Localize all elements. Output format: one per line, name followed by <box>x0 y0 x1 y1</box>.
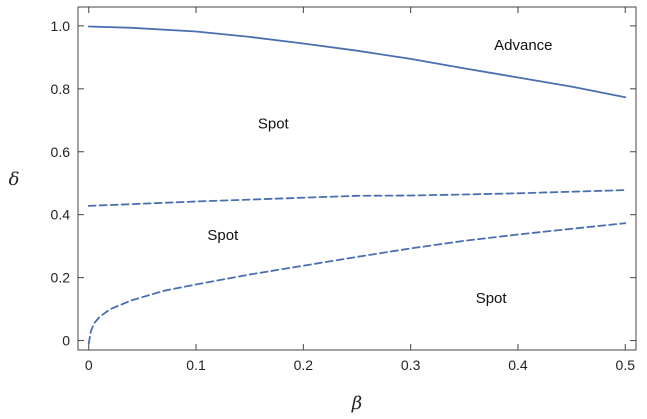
y-tick-label: 0.6 <box>51 144 71 160</box>
region-label-spot: Spot <box>258 115 290 132</box>
x-tick-label: 0.3 <box>401 357 421 373</box>
y-tick-label: 0.2 <box>51 270 71 286</box>
region-label-advance: Advance <box>494 37 552 54</box>
y-axis-ticks: 0 0.2 0.4 0.6 0.8 1.0 <box>51 18 636 349</box>
dashed-curve-1 <box>87 189 627 207</box>
x-tick-label: 0.1 <box>186 357 206 373</box>
x-axis-title: β <box>351 393 362 414</box>
dashed-curve-2 <box>87 222 627 345</box>
y-tick-label: 0 <box>62 333 70 349</box>
y-axis-title: δ <box>9 169 20 190</box>
y-tick-label: 0.8 <box>51 81 71 97</box>
x-tick-label: 0.4 <box>508 357 528 373</box>
x-tick-label: 0.5 <box>616 357 636 373</box>
x-tick-label: 0 <box>85 357 93 373</box>
region-label-spot: Spot <box>207 227 239 244</box>
series-layer <box>87 25 627 345</box>
x-tick-label: 0.2 <box>294 357 314 373</box>
solid-curve-0 <box>87 25 627 99</box>
region-label-spot: Spot <box>476 290 508 307</box>
plot-frame <box>77 6 637 351</box>
y-tick-label: 0.4 <box>51 207 71 223</box>
region-labels: Advance Spot Spot Spot <box>207 37 552 307</box>
y-tick-label: 1.0 <box>51 18 71 34</box>
x-axis-ticks: 0 0.1 0.2 0.3 0.4 0.5 <box>85 7 635 373</box>
